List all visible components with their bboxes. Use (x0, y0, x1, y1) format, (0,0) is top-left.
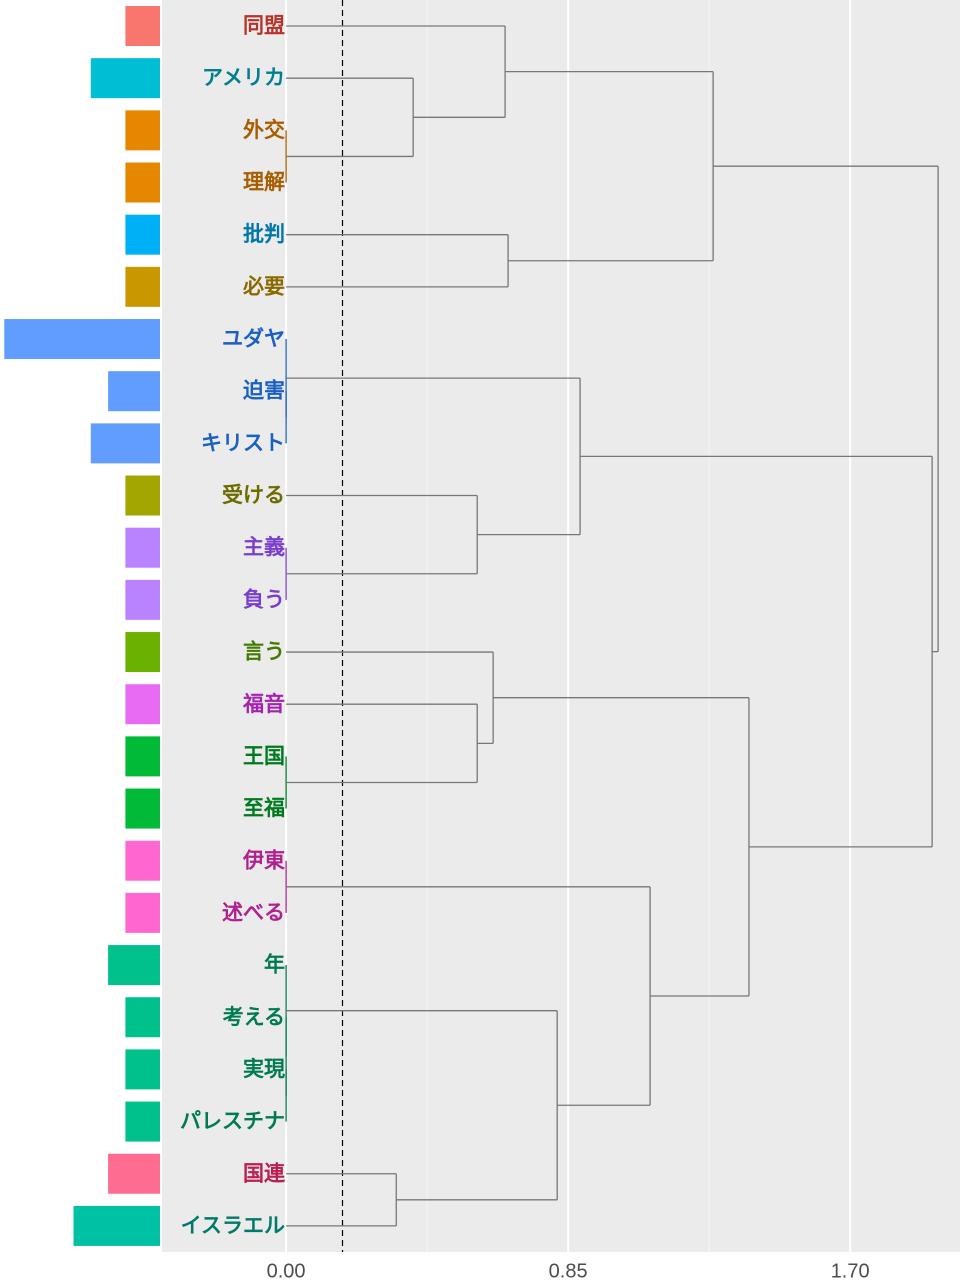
frequency-bar (4, 319, 160, 360)
leaf-label: パレスチナ (180, 1110, 285, 1133)
frequency-bar (90, 423, 160, 464)
frequency-bar (125, 1049, 160, 1090)
frequency-bar (125, 632, 160, 673)
leaf-label: アメリカ (202, 67, 285, 90)
frequency-bar (125, 527, 160, 568)
leaf-label: 実現 (243, 1057, 285, 1081)
frequency-bar (125, 997, 160, 1038)
frequency-bar (108, 1153, 160, 1194)
leaf-label: 迫害 (243, 379, 285, 403)
leaf-label: 負う (243, 587, 285, 611)
x-tick-label: 1.70 (831, 1260, 870, 1280)
frequency-bar (73, 1205, 160, 1246)
frequency-bar (125, 162, 160, 203)
frequency-bar (125, 110, 160, 151)
leaf-label: ユダヤ (222, 327, 285, 351)
x-tick-label: 0.00 (267, 1260, 306, 1280)
leaf-label: 考える (223, 1005, 285, 1029)
leaf-label: 理解 (243, 170, 285, 194)
leaf-label: 批判 (243, 223, 285, 246)
frequency-bar (90, 58, 160, 99)
leaf-label: 言う (243, 640, 285, 664)
frequency-bar (125, 684, 160, 725)
frequency-bar (125, 788, 160, 829)
leaf-label: 受ける (222, 483, 285, 507)
leaf-label: 必要 (243, 274, 285, 298)
frequency-bar (125, 1101, 160, 1142)
frequency-bar (125, 266, 160, 307)
frequency-bar (108, 945, 160, 986)
leaf-label: 国連 (243, 1162, 286, 1185)
leaf-label: 至福 (243, 797, 285, 820)
leaf-label: 年 (264, 953, 285, 977)
frequency-bar (125, 840, 160, 881)
x-tick-label: 0.85 (549, 1260, 588, 1280)
frequency-bar (125, 214, 160, 255)
leaf-label: 同盟 (243, 15, 285, 38)
frequency-bar (108, 371, 160, 412)
frequency-bar (125, 579, 160, 620)
leaf-label: キリスト (201, 432, 285, 455)
leaf-label: 述べる (222, 901, 285, 924)
plot-panel (162, 0, 960, 1252)
frequency-bar (125, 736, 160, 777)
frequency-bar (125, 6, 160, 46)
frequency-bar (125, 892, 160, 933)
leaf-label: 伊東 (242, 849, 285, 872)
leaf-label: イスラエル (181, 1214, 285, 1237)
leaf-label: 主義 (243, 535, 285, 559)
leaf-label: 福音 (242, 692, 285, 716)
leaf-label: 王国 (243, 745, 285, 768)
leaf-label: 外交 (243, 118, 285, 142)
frequency-bar (125, 475, 160, 516)
